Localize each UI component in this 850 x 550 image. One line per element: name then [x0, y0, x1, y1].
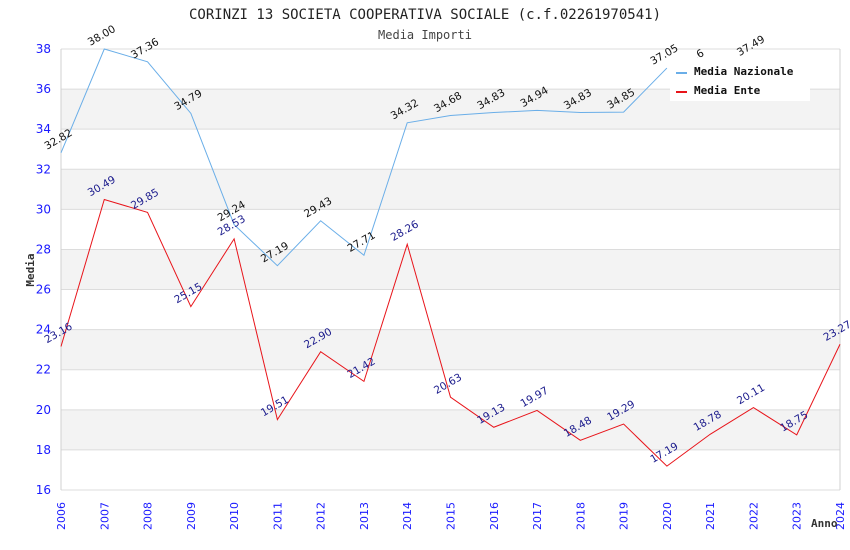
y-tick-label: 22 — [36, 363, 51, 377]
x-tick-label: 2016 — [488, 502, 501, 530]
x-tick-label: 2009 — [185, 502, 198, 530]
data-label-media-ente: 19.97 — [519, 385, 551, 410]
legend-box — [670, 58, 810, 101]
x-tick-label: 2008 — [142, 502, 155, 530]
x-tick-label: 2007 — [98, 502, 111, 530]
x-tick-label: 2020 — [661, 502, 674, 530]
axes — [60, 49, 841, 490]
series-line-media-nazionale — [60, 48, 668, 267]
x-axis-label: Anno — [811, 517, 838, 530]
legend-swatch-nazionale — [676, 72, 687, 74]
x-tick-label: 2023 — [791, 502, 804, 530]
grid-band — [61, 329, 840, 370]
x-tick-label: 2012 — [315, 502, 328, 530]
y-tick-label: 24 — [36, 323, 51, 337]
x-tick-label: 2021 — [704, 502, 717, 530]
y-tick-label: 16 — [36, 483, 51, 497]
x-tick-labels: 2006 2007 2008 2009 2010 2011 2012 2013 2014 2015… — [55, 502, 847, 530]
x-tick-label: 2022 — [747, 502, 760, 530]
grid-bands — [61, 89, 840, 450]
y-tick-label: 38 — [36, 42, 51, 56]
grid-band — [61, 249, 840, 290]
gridlines — [61, 48, 840, 491]
series-line-media-ente — [60, 198, 841, 467]
grid-band — [61, 169, 840, 210]
data-label-media-ente: 28.26 — [389, 218, 421, 244]
chart-title: CORINZI 13 SOCIETA COOPERATIVA SOCIALE (… — [189, 7, 661, 23]
data-label-media-nazionale: 37.49 — [735, 33, 767, 58]
series-lines — [60, 48, 841, 467]
y-tick-label: 28 — [36, 242, 51, 256]
y-tick-label: 26 — [36, 283, 51, 297]
x-tick-label: 2024 — [834, 502, 847, 530]
y-tick-labels: 16 18 20 22 24 26 28 30 32 34 36 38 — [36, 42, 51, 497]
x-tick-label: 2006 — [55, 502, 68, 530]
x-tick-label: 2014 — [401, 502, 414, 530]
x-tick-label: 2015 — [445, 502, 458, 530]
grid-band — [61, 409, 840, 450]
x-tick-label: 2011 — [271, 502, 284, 530]
y-tick-label: 34 — [36, 122, 51, 136]
x-tick-label: 2010 — [228, 502, 241, 530]
chart-subtitle: Media Importi — [378, 28, 472, 42]
x-tick-label: 2018 — [574, 502, 587, 530]
data-label-media-ente: 20.63 — [432, 371, 464, 396]
data-label-media-nazionale: 38.00 — [86, 23, 118, 48]
y-tick-label: 18 — [36, 443, 51, 457]
y-tick-label: 36 — [36, 82, 51, 96]
data-label-media-nazionale: 37.36 — [129, 36, 161, 62]
legend: Media Nazionale Media Ente — [670, 58, 810, 101]
data-label-media-ente: 20.11 — [735, 382, 767, 407]
x-tick-label: 2013 — [358, 502, 371, 530]
y-tick-label: 30 — [36, 202, 51, 216]
x-tick-label: 2019 — [618, 502, 631, 530]
y-axis-label: Media — [24, 253, 37, 286]
y-tick-label: 32 — [36, 162, 51, 176]
x-tick-label: 2017 — [531, 502, 544, 530]
legend-label-ente: Media Ente — [694, 84, 761, 97]
legend-label-nazionale: Media Nazionale — [694, 65, 794, 78]
y-tick-label: 20 — [36, 403, 51, 417]
legend-swatch-ente — [676, 91, 687, 93]
